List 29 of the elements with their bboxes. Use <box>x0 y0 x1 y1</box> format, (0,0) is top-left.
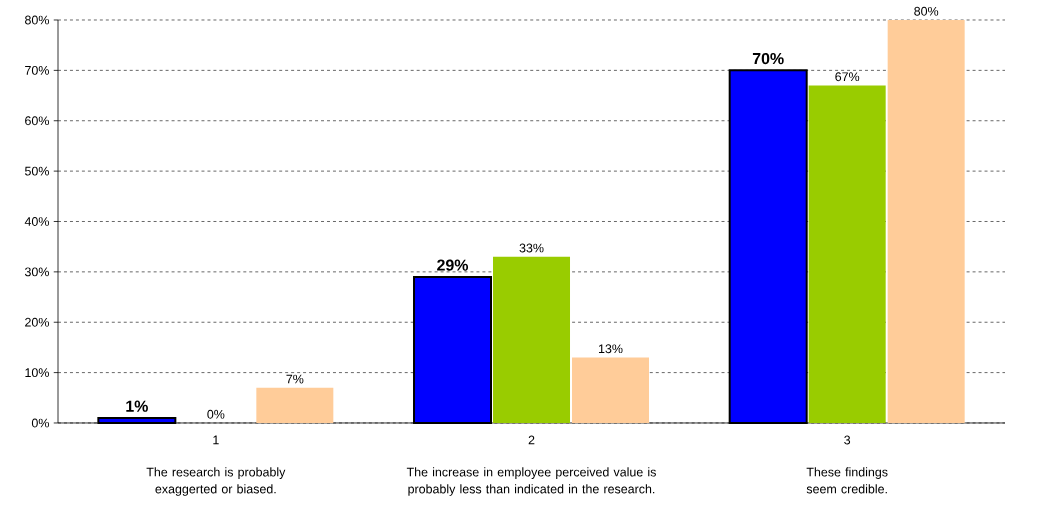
bar <box>887 19 965 423</box>
x-tick-label: 3 <box>844 435 851 445</box>
y-tick-label: 80% <box>25 15 49 25</box>
data-label: 0% <box>207 409 225 419</box>
y-tick-label: 50% <box>24 166 49 176</box>
y-tick-label: 20% <box>25 317 49 327</box>
y-tick-label: 40% <box>24 217 49 226</box>
bar <box>493 256 571 423</box>
x-tick-label: 1 <box>213 435 219 445</box>
y-tick-label: 70% <box>25 65 49 75</box>
y-tick-label: 60% <box>25 116 49 126</box>
data-label: 29% <box>437 259 469 271</box>
bar <box>808 85 886 423</box>
y-tick-label: 10% <box>25 368 49 378</box>
data-label: 67% <box>835 72 860 82</box>
data-label: 1% <box>126 400 148 412</box>
data-label: 70% <box>752 52 784 65</box>
data-label: 80% <box>914 6 939 16</box>
data-label: 13% <box>598 344 623 354</box>
bar <box>256 387 334 423</box>
text: The research is probably exaggerted or biased. <box>146 467 286 496</box>
y-tick-label: 30% <box>24 267 49 277</box>
data-label: 33% <box>519 243 544 253</box>
text: The increase in employee perceived value is probably less than indicated in the research. <box>406 467 656 496</box>
y-tick-label: 0% <box>31 418 49 428</box>
data-label: 7% <box>286 374 304 384</box>
bar <box>572 357 649 423</box>
text: These findings seem credible. <box>806 467 888 494</box>
x-tick-label: 2 <box>528 435 535 445</box>
